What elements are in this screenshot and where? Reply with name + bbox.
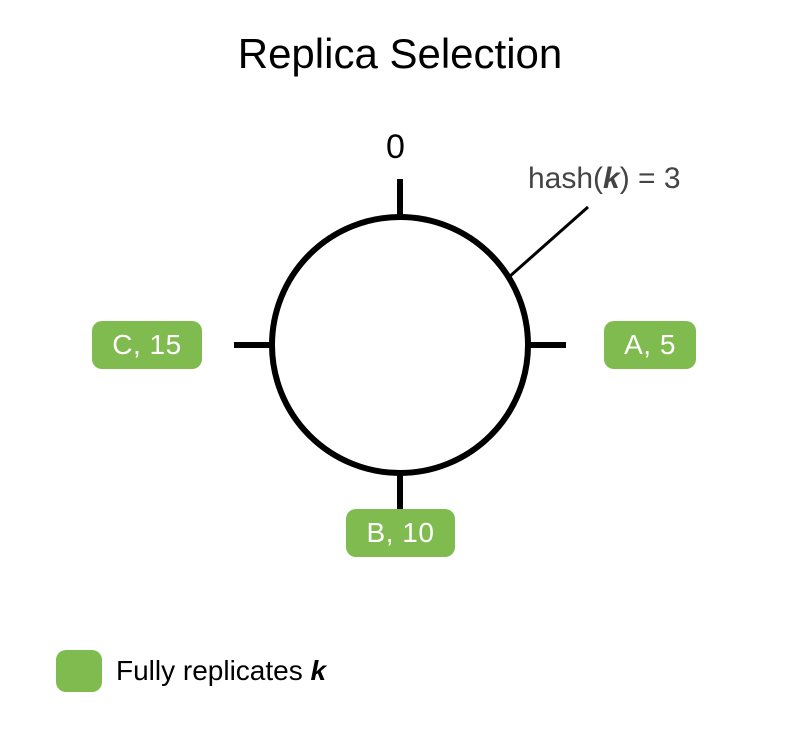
- ring-svg: [0, 0, 800, 747]
- node-c: C, 15: [92, 321, 202, 369]
- hash-ring: [272, 217, 528, 473]
- zero-label: 0: [386, 128, 405, 167]
- hash-label: hash(k) = 3: [528, 162, 681, 196]
- legend-text: Fully replicates k: [116, 655, 326, 687]
- diagram-canvas: Replica Selection 0 hash(k) = 3 A, 5 B, …: [0, 0, 800, 747]
- legend-text-prefix: Fully replicates: [116, 655, 311, 686]
- hash-label-k: k: [603, 162, 620, 195]
- hash-pointer-line: [509, 207, 588, 277]
- legend-text-k: k: [311, 655, 327, 686]
- legend: Fully replicates k: [56, 650, 326, 692]
- hash-label-suffix: ) = 3: [620, 162, 681, 195]
- hash-label-prefix: hash(: [528, 162, 603, 195]
- node-a: A, 5: [604, 321, 696, 369]
- legend-swatch: [56, 650, 102, 692]
- node-b: B, 10: [346, 509, 455, 557]
